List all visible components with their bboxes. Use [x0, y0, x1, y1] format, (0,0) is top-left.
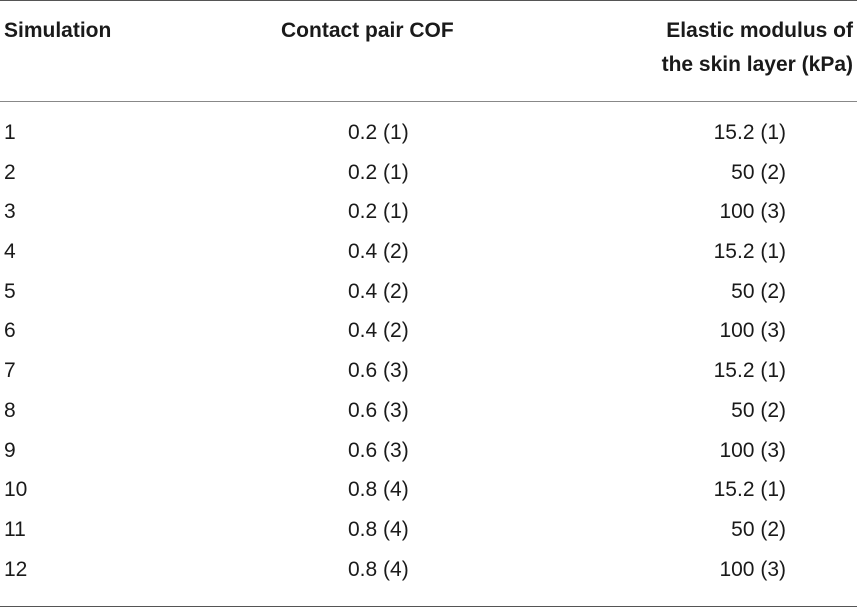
cell-simulation: 4 — [4, 240, 16, 264]
cell-cof: 0.2 (1) — [348, 200, 409, 224]
cell-cof: 0.2 (1) — [348, 160, 409, 184]
cell-modulus: 15.2 (1) — [713, 121, 786, 144]
table-row: 3 0.2 (1) 100 (3) — [0, 192, 857, 232]
header-elastic-modulus-line1: Elastic modulus of — [666, 19, 853, 42]
table-top-rule — [0, 0, 857, 1]
cell-modulus: 15.2 (1) — [713, 359, 786, 383]
table-row: 1 0.2 (1) 15.2 (1) — [0, 113, 857, 153]
table-row: 10 0.8 (4) 15.2 (1) — [0, 470, 857, 510]
cell-cof: 0.6 (3) — [348, 398, 409, 422]
cell-cof: 0.4 (2) — [348, 319, 409, 343]
cell-cof: 0.2 (1) — [348, 121, 409, 144]
cell-simulation: 7 — [4, 359, 16, 383]
table-body: 1 0.2 (1) 15.2 (1) 2 0.2 (1) 50 (2) 3 0.… — [0, 113, 857, 589]
cell-modulus: 50 (2) — [731, 279, 786, 303]
cell-cof: 0.6 (3) — [348, 438, 409, 462]
header-elastic-modulus-line2: the skin layer (kPa) — [661, 53, 853, 76]
table-row: 8 0.6 (3) 50 (2) — [0, 391, 857, 431]
cell-modulus: 100 (3) — [719, 200, 786, 224]
cell-cof: 0.8 (4) — [348, 478, 409, 502]
cell-modulus: 50 (2) — [731, 398, 786, 422]
cell-modulus: 15.2 (1) — [713, 478, 786, 502]
cell-cof: 0.4 (2) — [348, 279, 409, 303]
table-row: 11 0.8 (4) 50 (2) — [0, 510, 857, 550]
cell-simulation: 8 — [4, 398, 16, 422]
cell-modulus: 50 (2) — [731, 517, 786, 541]
header-simulation: Simulation — [4, 19, 112, 42]
cell-cof: 0.8 (4) — [348, 557, 409, 581]
cell-modulus: 15.2 (1) — [713, 240, 786, 264]
cell-cof: 0.8 (4) — [348, 517, 409, 541]
table-row: 9 0.6 (3) 100 (3) — [0, 431, 857, 471]
table-row: 12 0.8 (4) 100 (3) — [0, 550, 857, 590]
cell-simulation: 11 — [4, 517, 26, 541]
header-elastic-modulus: Elastic modulus of the skin layer (kPa) — [662, 14, 853, 82]
table-row: 5 0.4 (2) 50 (2) — [0, 272, 857, 312]
table-row: 2 0.2 (1) 50 (2) — [0, 153, 857, 193]
cell-simulation: 10 — [4, 478, 28, 502]
table-bottom-rule — [0, 606, 857, 607]
table-row: 6 0.4 (2) 100 (3) — [0, 311, 857, 351]
cell-simulation: 6 — [4, 319, 16, 343]
table-row: 7 0.6 (3) 15.2 (1) — [0, 351, 857, 391]
cell-modulus: 100 (3) — [719, 438, 786, 462]
cell-simulation: 3 — [4, 200, 16, 224]
cell-modulus: 100 (3) — [719, 319, 786, 343]
cell-modulus: 100 (3) — [719, 557, 786, 581]
header-contact-pair-cof: Contact pair COF — [281, 19, 454, 42]
cell-simulation: 9 — [4, 438, 16, 462]
table-header-rule — [0, 101, 857, 102]
cell-cof: 0.6 (3) — [348, 359, 409, 383]
cell-simulation: 2 — [4, 160, 16, 184]
cell-simulation: 1 — [4, 121, 16, 144]
cell-simulation: 5 — [4, 279, 16, 303]
table-row: 4 0.4 (2) 15.2 (1) — [0, 232, 857, 272]
cell-cof: 0.4 (2) — [348, 240, 409, 264]
cell-modulus: 50 (2) — [731, 160, 786, 184]
cell-simulation: 12 — [4, 557, 28, 581]
